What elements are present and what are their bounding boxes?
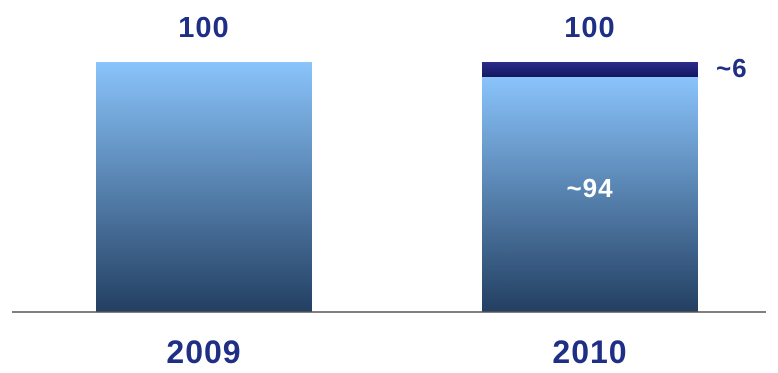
total-label-2010: 100 [564,12,615,44]
category-label-2009: 2009 [166,334,241,370]
category-label-2010: 2010 [552,334,627,370]
value-label-2010-segment-1: ~6 [716,53,748,83]
bar-2009-segment-0 [96,62,312,312]
bar-2010-segment-1 [482,62,698,77]
value-label-2010-segment-0: ~94 [566,173,613,203]
total-label-2009: 100 [178,12,229,44]
bar-2010-segment-0 [482,77,698,312]
